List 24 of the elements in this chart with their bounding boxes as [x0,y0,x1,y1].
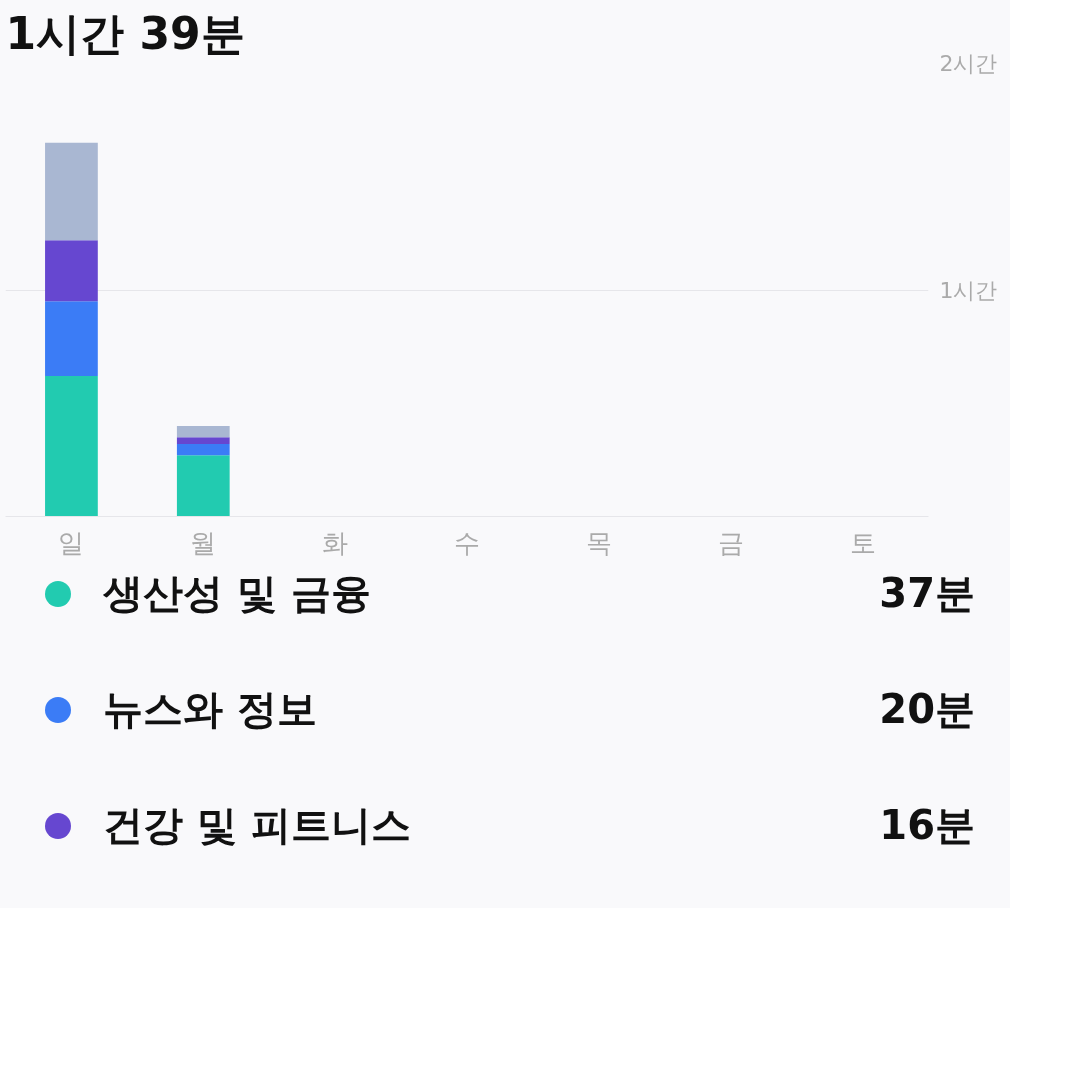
bar [45,240,98,302]
x-tick-label: 월 [190,527,217,558]
x-tick-label: 금 [717,527,744,558]
legend-label: 생산성 및 금융 [103,569,372,618]
x-tick-label: 수 [454,527,480,558]
chart-title: 1시간 39분 [5,7,245,59]
text: 20분 [879,685,975,734]
bar [176,455,230,517]
y-tick-label: 1시간 [939,277,998,303]
bar [176,425,230,438]
bar [45,301,98,377]
bar [45,376,98,517]
x-tick-label: 목 [585,527,612,558]
legend-label: 건강 및 피트니스 [103,801,412,850]
bar [45,142,98,241]
bar [176,437,230,445]
text: 16분 [879,801,975,850]
x-tick-label: 토 [849,527,876,558]
legend-label: 뉴스와 정보 [103,685,318,734]
bar [176,444,230,456]
y-tick-label: 2시간 [939,51,998,76]
x-tick-label: 일 [58,527,85,558]
x-tick-label: 화 [322,527,349,558]
text: 37분 [879,569,975,618]
